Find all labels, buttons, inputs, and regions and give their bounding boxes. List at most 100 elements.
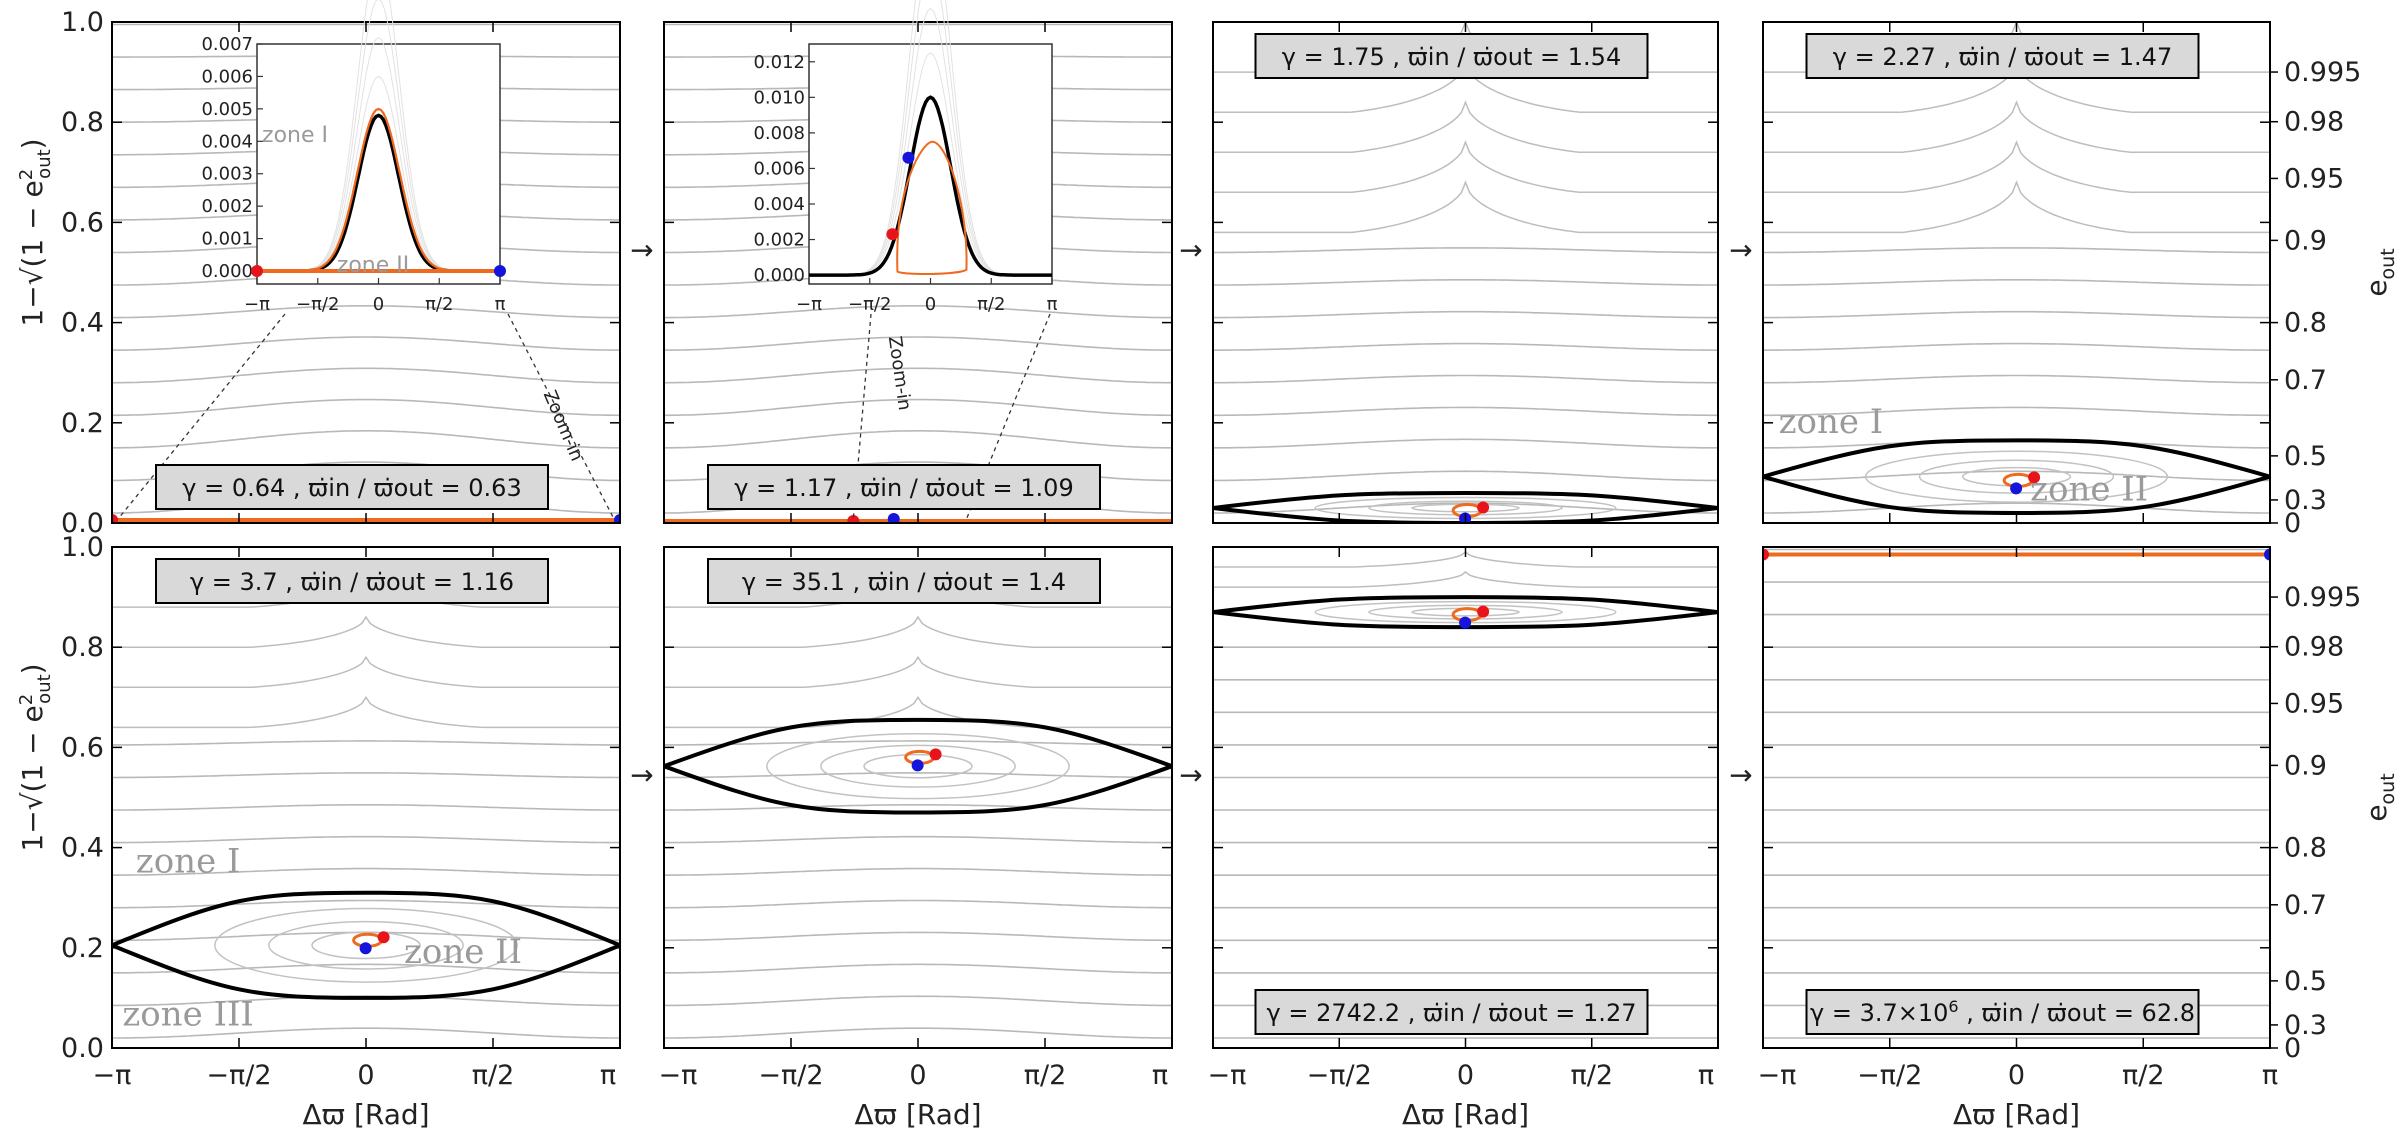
y-axis-sup: 2 xyxy=(16,694,37,705)
e-tick-label: 0.995 xyxy=(2284,57,2361,88)
start-point xyxy=(1477,501,1490,514)
param-label: γ = 35.1 , ϖ̇in / ϖ̇out = 1.4 xyxy=(742,568,1066,596)
ratio-value: , ϖ̇in / ϖ̇out = 1.27 xyxy=(1400,999,1636,1027)
zoom-label: Zoom-in xyxy=(539,387,588,464)
y-tick-label: 1.0 xyxy=(61,7,104,38)
level-curve xyxy=(1213,140,1718,194)
inset-tick-label: −π xyxy=(796,294,822,315)
panel-5: zone I zone II zone III −π −π/2 0 π/2 π 0.0 0.2 0.… xyxy=(16,532,621,1131)
e-tick-label: 0.9 xyxy=(2284,750,2327,781)
ratio-value: , ϖ̇in / ϖ̇out = 1.09 xyxy=(837,474,1073,502)
end-point xyxy=(359,942,372,955)
level-curve xyxy=(112,305,620,319)
e-axis-title: eout xyxy=(2360,773,2399,821)
level-curve xyxy=(112,430,620,449)
panel-plot-area xyxy=(664,575,1172,1039)
gamma-value: γ = 2742.2 xyxy=(1267,999,1401,1027)
zone-label: zone II xyxy=(2030,469,2148,509)
inset-tick-label: −π xyxy=(244,294,270,315)
inset-tick-label: 0.008 xyxy=(753,123,805,144)
level-curve xyxy=(1213,180,1718,234)
x-tick-label: 0 xyxy=(2008,1060,2025,1091)
inset-tick-label: π/2 xyxy=(425,294,453,315)
inset-tick-label: 0.003 xyxy=(201,164,253,185)
inset-start-point xyxy=(251,265,263,278)
e-tick-label: 0.8 xyxy=(2284,308,2327,339)
x-tick-label: −π xyxy=(1208,1060,1247,1091)
inset-tick-label: π xyxy=(1047,294,1058,315)
inset-tick-label: 0.006 xyxy=(753,158,805,179)
param-label: γ = 1.17 , ϖ̇in / ϖ̇out = 1.09 xyxy=(734,474,1073,502)
param-label: γ = 2.27 , ϖ̇in / ϖ̇out = 1.47 xyxy=(1833,43,2172,71)
level-curve xyxy=(1763,140,2270,194)
ratio-value: , ϖ̇in / ϖ̇out = 1.54 xyxy=(1385,43,1621,71)
level-curve xyxy=(112,867,620,876)
panel-arrow: → xyxy=(630,233,653,266)
param-box xyxy=(155,464,549,510)
e-tick-label: 0.95 xyxy=(2284,163,2344,194)
inset-tick-label: π xyxy=(495,294,506,315)
panel-arrow: → xyxy=(630,758,653,791)
start-point xyxy=(2028,471,2041,484)
e-tick-label: 0.5 xyxy=(2284,966,2327,997)
level-curve xyxy=(112,804,620,811)
level-curve xyxy=(1213,470,1718,482)
start-point xyxy=(1763,548,1769,561)
level-curve xyxy=(664,695,1172,729)
x-tick-label: −π/2 xyxy=(1307,1060,1372,1091)
level-curve xyxy=(664,398,1172,417)
inset-tick-label: 0.002 xyxy=(201,196,253,217)
x-tick-label: π xyxy=(1698,1060,1714,1091)
level-curve xyxy=(1763,310,2270,319)
level-curve xyxy=(112,367,620,384)
level-curve xyxy=(664,430,1172,449)
inset-tick-label: 0.000 xyxy=(201,261,253,282)
inset-zone-label: zone I xyxy=(262,123,328,148)
level-curve xyxy=(1763,374,2270,384)
inset-frame xyxy=(256,43,501,285)
gamma-value: γ = 1.17 xyxy=(734,474,837,502)
e-tick-label: 0.3 xyxy=(2284,1010,2327,1041)
level-curve xyxy=(1763,502,2270,514)
start-point xyxy=(929,748,942,761)
param-box xyxy=(707,558,1101,604)
y-axis-title: 1−√(1 − e2out) xyxy=(16,138,55,326)
level-curve xyxy=(1763,180,2270,234)
param-box xyxy=(155,558,549,604)
inset-tick-label: 0.000 xyxy=(753,265,805,286)
libration-curve xyxy=(214,907,518,983)
inset-tick-label: 0.007 xyxy=(201,34,253,55)
x-tick-label: π xyxy=(600,1060,616,1091)
start-point xyxy=(1477,605,1490,618)
e-tick-label: 0.98 xyxy=(2284,632,2344,663)
inset-tick-label: 0 xyxy=(373,294,384,315)
param-box xyxy=(1805,989,2200,1035)
separatrix xyxy=(112,890,620,1000)
y-axis-sup: 2 xyxy=(16,169,37,180)
ratio-value: , ϖ̇in / ϖ̇out = 1.16 xyxy=(278,568,514,596)
y-tick-label: 0.8 xyxy=(61,107,104,138)
e-tick-label: 0.9 xyxy=(2284,225,2327,256)
libration-curve xyxy=(863,753,973,779)
level-curve xyxy=(1763,406,2270,417)
zone-label: zone I xyxy=(1779,402,1884,442)
inset-zone-label: zone II xyxy=(337,253,409,278)
param-box xyxy=(707,464,1101,510)
inset-start-point xyxy=(886,228,899,241)
level-curve xyxy=(112,655,620,689)
level-curve xyxy=(112,1027,620,1039)
gamma-value: γ = 2.27 xyxy=(1833,43,1936,71)
inset-end-point xyxy=(494,265,506,278)
level-curve xyxy=(1213,279,1718,286)
e-tick-label: 0.7 xyxy=(2284,890,2327,921)
inset-tick-label: π/2 xyxy=(977,294,1005,315)
inset-tick-label: 0.004 xyxy=(753,194,805,215)
x-tick-label: π/2 xyxy=(1570,1060,1613,1091)
panel-frame xyxy=(111,546,621,1049)
panel-arrow: → xyxy=(1179,233,1202,266)
libration-curve xyxy=(820,744,1016,788)
separatrix xyxy=(1213,595,1718,630)
y-tick-label: 0.4 xyxy=(61,308,104,339)
ratio-value: , ϖ̇in / ϖ̇out = 1.47 xyxy=(1936,43,2172,71)
param-label: γ = 3.7×106 , ϖ̇in / ϖ̇out = 62.8 xyxy=(1810,997,2195,1027)
